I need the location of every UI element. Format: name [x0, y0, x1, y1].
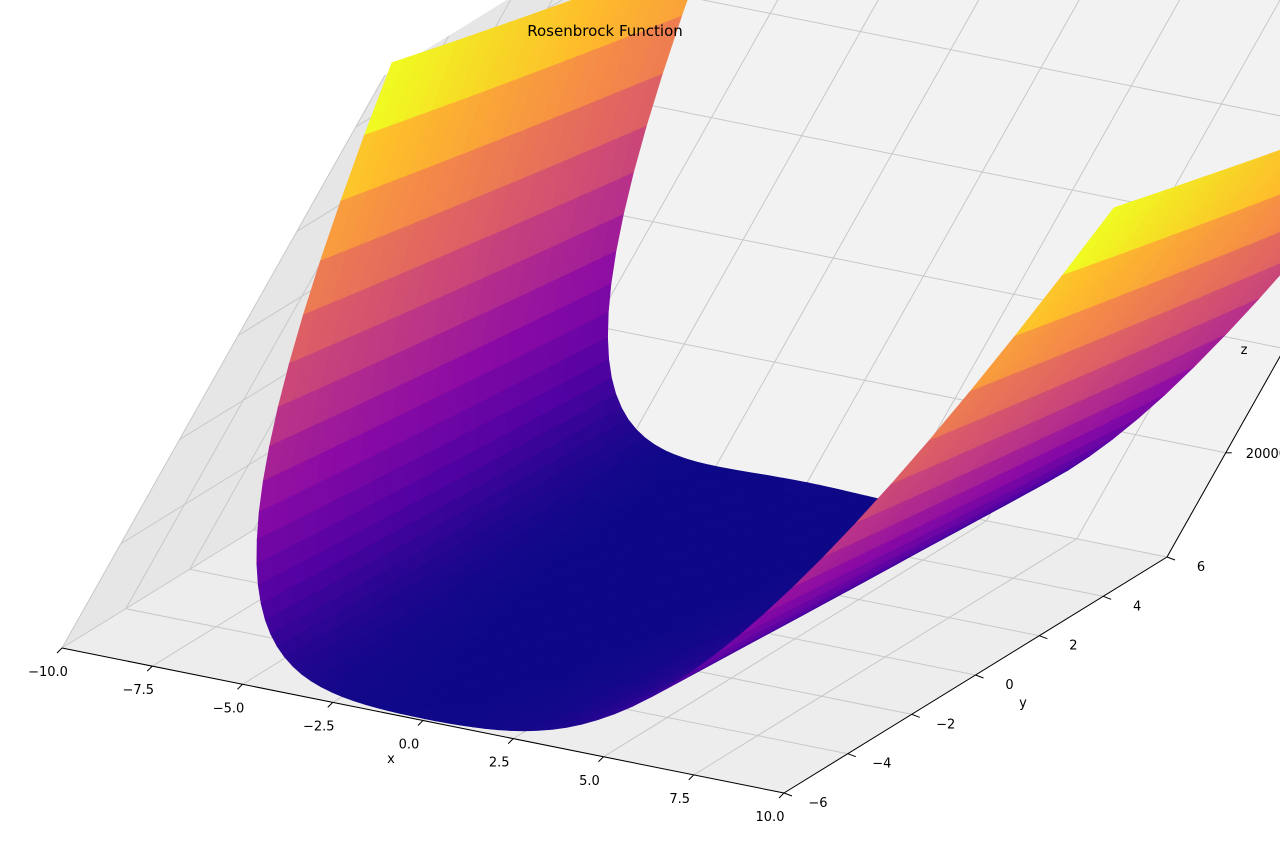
x-tick-mark [688, 774, 695, 781]
tick-labels: −10.0 −7.5 −5.0 −2.5 0.0 2.5 5.0 7.5 10.0 −6 −4 −2 0… [28, 447, 1280, 825]
y-tick-mark [783, 792, 793, 797]
y-tick-label: −4 [872, 757, 891, 772]
x-tick-mark [417, 720, 424, 726]
y-tick-label: −2 [936, 717, 955, 732]
x-tick-label: −10.0 [28, 665, 68, 680]
y-tick-label: −6 [808, 796, 827, 811]
x-tick-label: 10.0 [756, 810, 785, 825]
y-tick-mark [847, 753, 857, 758]
y-tick-label: 6 [1197, 560, 1205, 575]
y-tick-mark [975, 674, 984, 679]
z-axis-label: z [1241, 343, 1248, 358]
y-tick-mark [1166, 556, 1176, 561]
surface-cell [484, 718, 515, 731]
y-tick-label: 2 [1069, 639, 1077, 654]
x-tick-mark [237, 683, 243, 690]
chart-title: Rosenbrock Function [527, 22, 683, 40]
x-tick-label: −2.5 [303, 719, 335, 734]
y-tick-label: 4 [1133, 599, 1141, 614]
x-tick-label: −5.0 [213, 701, 245, 716]
surface-cell [352, 691, 382, 705]
x-tick-mark [56, 647, 63, 654]
z-axis-line [1166, 355, 1280, 558]
x-tick-mark [507, 738, 514, 744]
surface-plot [256, 0, 1280, 732]
x-axis-label: x [387, 752, 395, 767]
x-tick-mark [327, 702, 334, 708]
x-tick-label: 2.5 [489, 756, 510, 771]
y-tick-mark [911, 713, 920, 718]
x-tick-label: 5.0 [579, 774, 600, 789]
x-tick-label: 7.5 [669, 792, 690, 807]
x-tick-label: −7.5 [122, 683, 154, 698]
x-tick-mark [598, 756, 604, 763]
y-tick-label: 0 [1005, 678, 1013, 693]
y-tick-mark [1039, 635, 1048, 640]
y-axis-label: y [1019, 696, 1027, 711]
x-tick-mark [146, 665, 153, 672]
x-tick-mark [778, 792, 785, 799]
z-tick-label: 200000 [1246, 447, 1280, 462]
x-tick-label: 0.0 [399, 738, 420, 753]
y-tick-mark [1102, 595, 1112, 600]
